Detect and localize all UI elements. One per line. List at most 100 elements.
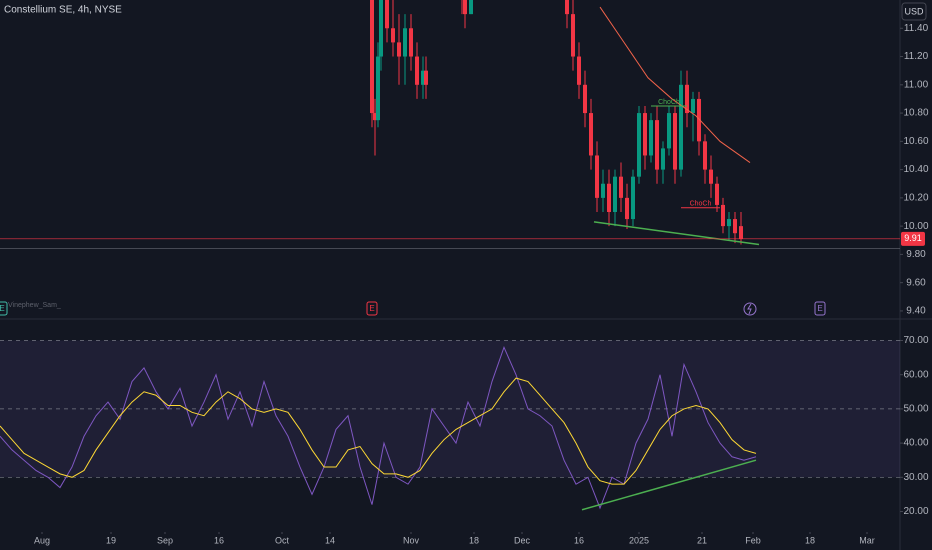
candle-body [565, 0, 569, 15]
candle-body [589, 113, 593, 156]
last-price-label: 9.91 [904, 233, 922, 243]
choch-label: ChoCh [658, 99, 680, 106]
x-tick-label: Nov [403, 535, 420, 545]
candle-body [577, 56, 581, 85]
candle-body [601, 183, 605, 198]
candle-body [709, 169, 713, 184]
candle-body [403, 28, 407, 57]
candle-body [421, 70, 425, 85]
candle-body [373, 113, 377, 121]
y-tick-label: 60.00 [903, 369, 928, 380]
candle-body [385, 0, 389, 29]
rsi-trendline [581, 459, 757, 511]
candle-body [655, 120, 659, 170]
axes: 11.40 11.20 11.00 10.80 10.60 10.40 10.20 10.00… [34, 23, 929, 545]
candle-body [424, 70, 428, 85]
candle-body [619, 176, 623, 198]
y-tick-label: 30.00 [903, 472, 928, 483]
y-tick-label: 20.00 [903, 506, 928, 517]
candle-body [661, 148, 665, 170]
candle-body [379, 0, 383, 57]
candle-body [397, 42, 401, 57]
candle-body [391, 28, 395, 43]
y-tick-label: 11.20 [904, 51, 929, 62]
event-icon-label[interactable]: E [817, 304, 822, 313]
candle-body [583, 84, 587, 114]
candle-body [667, 113, 671, 149]
candle-body [571, 14, 575, 57]
rsi-series [0, 377, 757, 485]
x-tick-label: 18 [469, 535, 479, 545]
candle-body [631, 176, 635, 220]
split-icon[interactable] [743, 302, 757, 316]
overlay-line [599, 6, 751, 163]
candle-body [415, 56, 419, 85]
event-icon[interactable] [0, 301, 8, 316]
candle-body [607, 183, 611, 212]
candle-body [613, 176, 617, 212]
y-tick-label: 11.00 [904, 79, 929, 90]
x-tick-label: Feb [745, 535, 761, 545]
event-icon-label[interactable]: E [0, 304, 5, 313]
candle-body [703, 141, 707, 170]
event-icon[interactable] [814, 301, 826, 316]
y-tick-label: 10.60 [903, 136, 928, 147]
event-icon-label[interactable]: E [369, 304, 374, 313]
x-tick-label: 16 [214, 535, 224, 545]
y-tick-label: 70.00 [903, 335, 928, 346]
event-icon[interactable] [366, 301, 378, 316]
currency-button[interactable] [901, 2, 927, 21]
candle-body [679, 84, 683, 170]
y-tick-label: 10.80 [903, 108, 928, 119]
x-tick-label: 19 [106, 535, 116, 545]
candle-body [739, 226, 743, 239]
candle-body [649, 120, 653, 156]
y-tick-label: 10.20 [903, 193, 928, 204]
overlay-line [593, 221, 760, 246]
candle-body [685, 84, 689, 114]
y-tick-label: 9.80 [906, 249, 926, 260]
x-tick-label: 2025 [629, 535, 649, 545]
currency-label[interactable]: USD [904, 6, 924, 16]
candle-body [409, 28, 413, 57]
candle-body [697, 98, 701, 142]
symbol-title: Constellium SE, 4h, NYSE [4, 5, 122, 16]
y-tick-label: 9.40 [906, 306, 926, 317]
y-tick-label: 10.00 [903, 221, 928, 232]
x-tick-label: 14 [325, 535, 335, 545]
candle-body [673, 113, 677, 170]
x-tick-label: Aug [34, 535, 50, 545]
candle-body [727, 219, 731, 227]
candle-body [715, 183, 719, 205]
x-tick-label: 16 [574, 535, 584, 545]
candle-body [370, 0, 374, 114]
price-pane: ChoCh ChoCh [0, 0, 900, 250]
x-tick-label: 21 [697, 535, 707, 545]
candle-body [643, 113, 647, 156]
y-tick-label: 50.00 [903, 404, 928, 415]
x-tick-label: Sep [157, 535, 173, 545]
choch-label: ChoCh [690, 201, 712, 208]
candle-body [595, 155, 599, 198]
candle-body [721, 204, 725, 227]
split-icon-glyph [747, 303, 752, 315]
candle-body [691, 98, 695, 114]
rsi-series [0, 345, 757, 510]
y-tick-label: 11.40 [904, 23, 929, 34]
y-tick-label: 9.60 [906, 277, 926, 288]
watermark: Vinephew_Sam_ [8, 302, 61, 309]
candle-body [733, 219, 737, 234]
candle-body [376, 56, 380, 121]
x-tick-label: Mar [859, 535, 875, 545]
y-tick-label: 10.40 [903, 164, 928, 175]
candle-body [637, 113, 641, 177]
x-tick-label: Oct [275, 535, 290, 545]
candle-body [469, 0, 473, 15]
x-tick-label: 18 [805, 535, 815, 545]
rsi-pane [0, 340, 900, 511]
candle-body [463, 0, 467, 15]
last-price-badge [901, 231, 925, 246]
candle-body [625, 197, 629, 220]
